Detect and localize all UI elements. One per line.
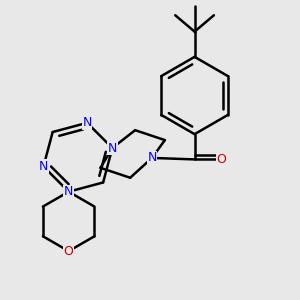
Text: N: N bbox=[147, 152, 157, 164]
Text: N: N bbox=[108, 142, 117, 154]
Text: O: O bbox=[64, 244, 74, 258]
Text: N: N bbox=[39, 160, 48, 173]
Text: O: O bbox=[216, 153, 226, 166]
Text: N: N bbox=[82, 116, 92, 129]
Text: N: N bbox=[64, 185, 74, 198]
